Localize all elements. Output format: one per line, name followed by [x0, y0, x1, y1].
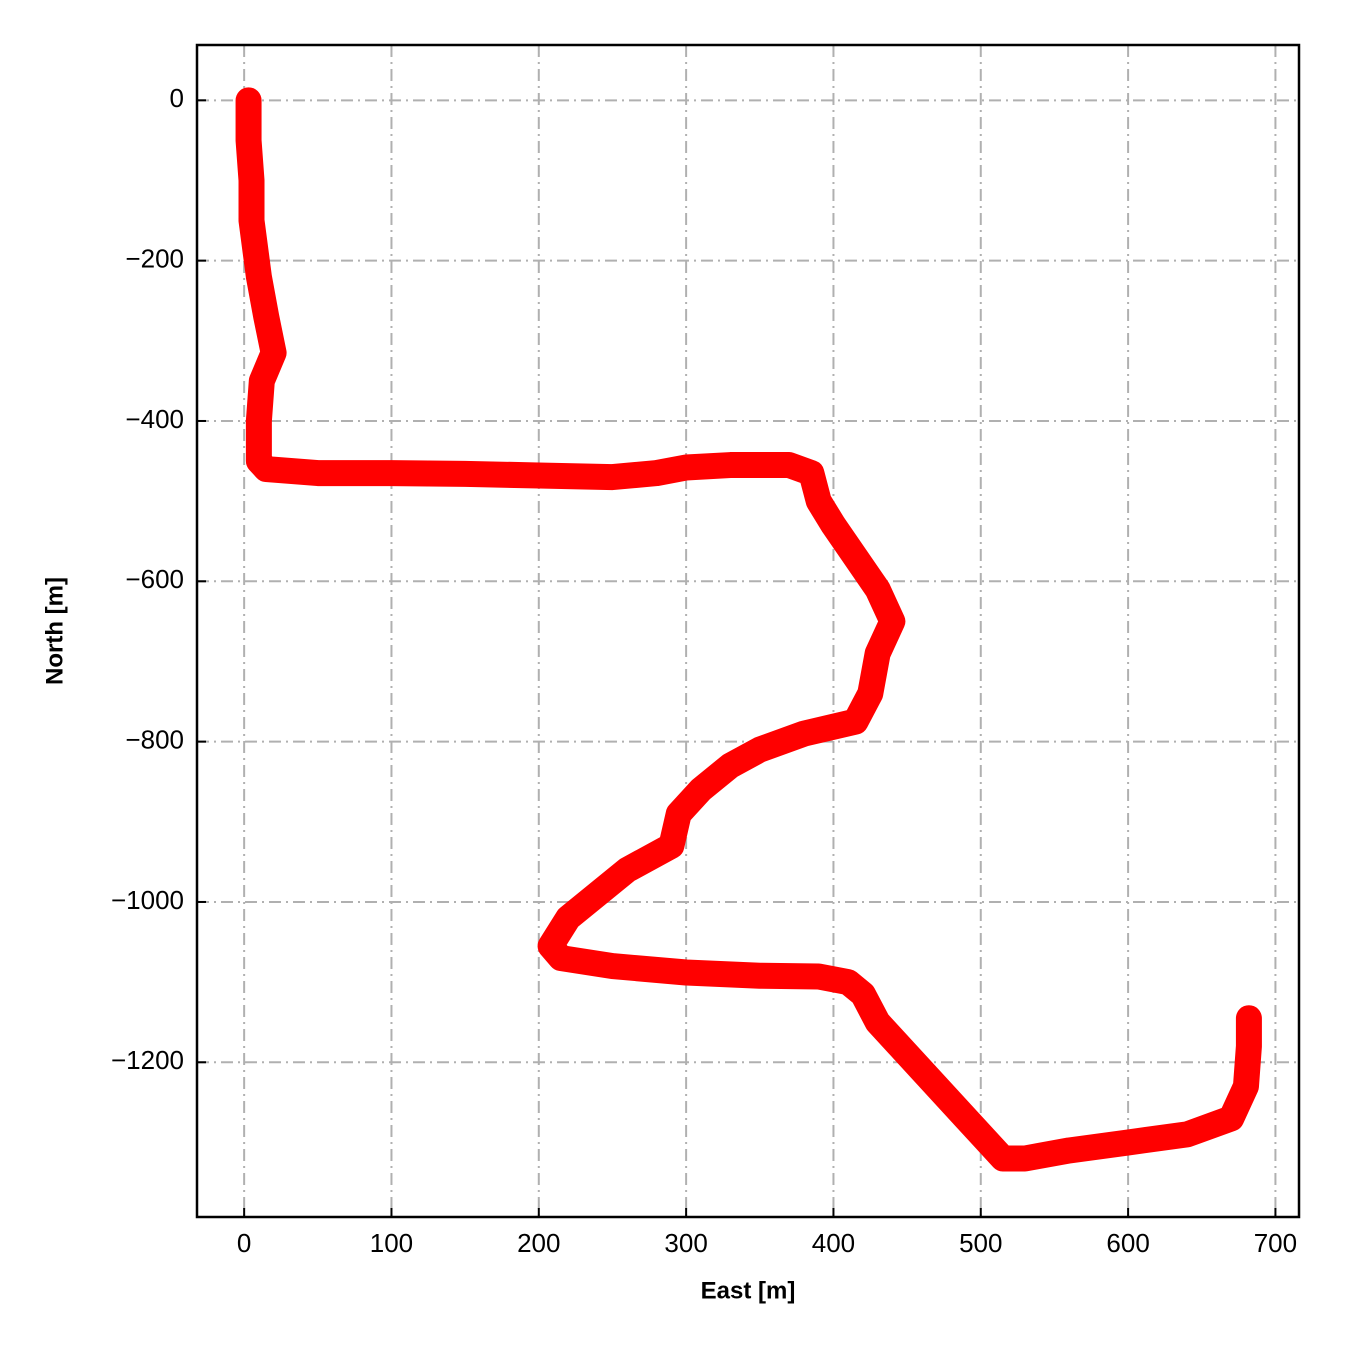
y-axis-label: North [m]: [41, 577, 68, 685]
plot-frame: [195, 43, 1301, 1219]
y-tick-label: −1000: [111, 885, 184, 915]
x-tick-label: 200: [517, 1228, 560, 1258]
x-tick-label: 100: [370, 1228, 413, 1258]
y-tick-label: −400: [125, 404, 184, 434]
y-tick-label: −800: [125, 725, 184, 755]
y-tick-label: −1200: [111, 1045, 184, 1075]
trajectory-line: [235, 87, 1262, 1172]
x-axis-label: East [m]: [701, 1277, 796, 1304]
x-tick-label: 300: [664, 1228, 707, 1258]
x-tick-label: 0: [237, 1228, 251, 1258]
y-tick-label: −600: [125, 564, 184, 594]
x-tick-label: 500: [959, 1228, 1002, 1258]
y-tick-label: 0: [170, 83, 184, 113]
x-tick-label: 700: [1254, 1228, 1297, 1258]
x-tick-label: 400: [812, 1228, 855, 1258]
y-tick-label: −200: [125, 244, 184, 274]
x-tick-label: 600: [1106, 1228, 1149, 1258]
